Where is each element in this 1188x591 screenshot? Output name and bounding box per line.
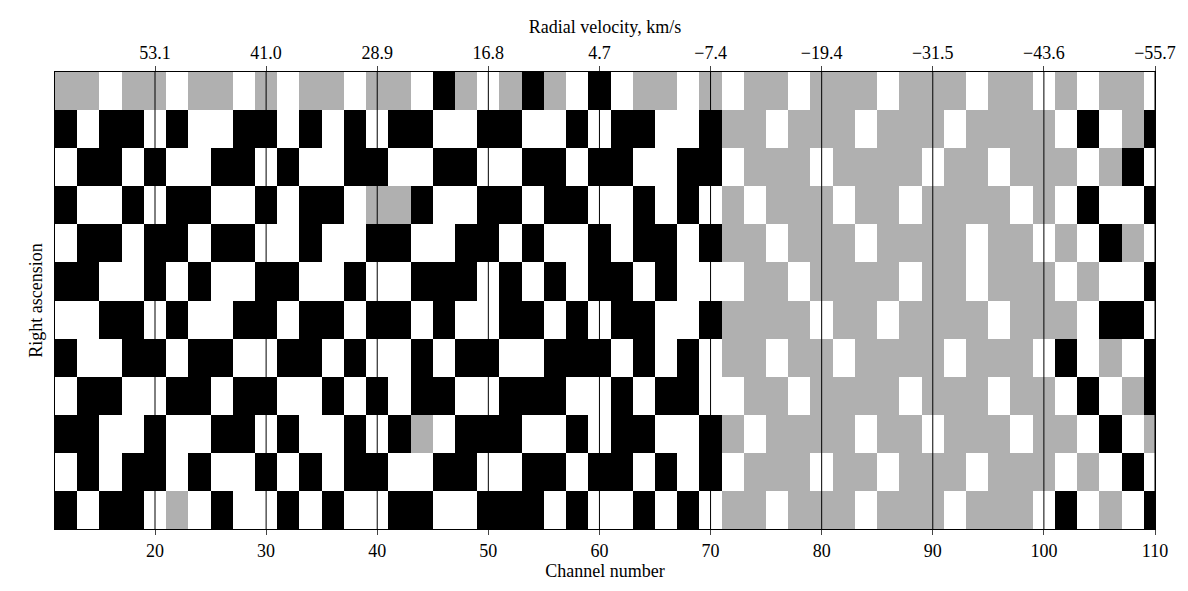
svg-text:70: 70 xyxy=(702,541,720,561)
svg-text:−19.4: −19.4 xyxy=(801,43,843,63)
svg-text:−55.7: −55.7 xyxy=(1134,43,1176,63)
svg-text:Channel number: Channel number xyxy=(545,561,664,581)
svg-text:110: 110 xyxy=(1142,541,1168,561)
svg-text:−31.5: −31.5 xyxy=(912,43,954,63)
svg-text:Right ascension: Right ascension xyxy=(26,243,46,358)
svg-text:4.7: 4.7 xyxy=(588,43,611,63)
svg-text:100: 100 xyxy=(1030,541,1057,561)
svg-text:30: 30 xyxy=(257,541,275,561)
svg-text:−43.6: −43.6 xyxy=(1023,43,1065,63)
svg-text:60: 60 xyxy=(590,541,608,561)
svg-text:80: 80 xyxy=(813,541,831,561)
svg-text:40: 40 xyxy=(368,541,386,561)
svg-text:41.0: 41.0 xyxy=(250,43,282,63)
svg-text:−7.4: −7.4 xyxy=(694,43,727,63)
svg-text:53.1: 53.1 xyxy=(139,43,171,63)
svg-text:Radial velocity, km/s: Radial velocity, km/s xyxy=(529,17,681,37)
svg-text:16.8: 16.8 xyxy=(473,43,505,63)
svg-text:90: 90 xyxy=(924,541,942,561)
svg-text:50: 50 xyxy=(479,541,497,561)
svg-text:28.9: 28.9 xyxy=(361,43,393,63)
svg-text:20: 20 xyxy=(146,541,164,561)
